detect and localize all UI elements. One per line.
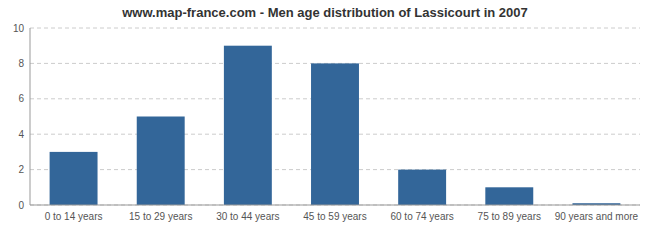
y-tick-label: 8: [18, 58, 24, 69]
x-tick-label: 30 to 44 years: [216, 211, 279, 222]
chart-container: www.map-france.com - Men age distributio…: [0, 0, 650, 229]
page: {"chart_data": {"type": "bar", "title": …: [0, 0, 650, 229]
bars: [50, 46, 621, 205]
grid: [30, 28, 640, 205]
bar: [485, 187, 533, 205]
y-tick-label: 0: [18, 200, 24, 211]
y-axis-line: [30, 28, 31, 205]
x-tick-label: 90 years and more: [555, 211, 639, 222]
bar: [50, 152, 98, 205]
y-tick-label: 6: [18, 93, 24, 104]
y-tick-label: 10: [13, 23, 25, 34]
title: www.map-france.com - Men age distributio…: [121, 5, 527, 20]
x-axis-line: [30, 205, 640, 206]
bar: [137, 117, 185, 206]
bar: [398, 170, 446, 205]
x-tick-label: 60 to 74 years: [390, 211, 453, 222]
grid-line: [30, 205, 640, 206]
bar: [224, 46, 272, 205]
x-tick-label: 45 to 59 years: [303, 211, 366, 222]
chart-svg: www.map-france.com - Men age distributio…: [0, 0, 650, 229]
bar: [311, 63, 359, 205]
y-tick-label: 2: [18, 164, 24, 175]
grid-line: [30, 28, 640, 29]
y-tick-label: 4: [18, 129, 24, 140]
x-tick-label: 75 to 89 years: [478, 211, 541, 222]
x-tick-label: 15 to 29 years: [129, 211, 192, 222]
x-tick-label: 0 to 14 years: [45, 211, 103, 222]
